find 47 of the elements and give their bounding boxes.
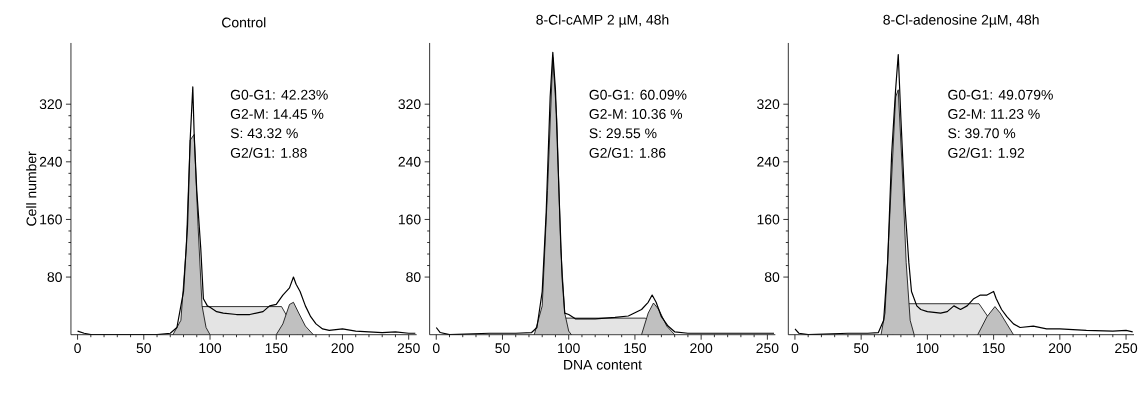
annotation: G2-M: 11.23 %	[948, 109, 1040, 120]
x-tick-label: 250	[1115, 343, 1138, 354]
chart-title: 8-Cl-adenosine 2µM, 48h	[883, 14, 1039, 28]
x-tick-label: 0	[791, 343, 799, 354]
chart-title: 8-Cl-cAMP 2 µM, 48h	[536, 14, 669, 28]
y-tick-label: 240	[757, 157, 780, 167]
x-tick-label: 150	[983, 343, 1005, 354]
chart-title: Control	[222, 17, 266, 28]
x-tick-label: 50	[853, 343, 869, 354]
x-tick-label: 150	[265, 343, 288, 354]
annotation: G2-M: 10.36 %	[589, 109, 683, 120]
x-tick-label: 200	[331, 343, 354, 354]
annotation: G2/G1: 1.86	[589, 147, 666, 159]
x-tick-label: 200	[690, 343, 713, 354]
x-axis-title: DNA content	[564, 360, 642, 370]
y-tick-label: 80	[47, 272, 62, 283]
y-tick-label: 320	[757, 99, 780, 110]
annotation: G0-G1: 42.23%	[230, 90, 328, 100]
y-tick-label: 240	[398, 157, 421, 167]
y-tick-label: 160	[757, 214, 780, 225]
x-tick-label: 50	[136, 343, 152, 354]
y-tick-label: 160	[398, 214, 421, 225]
x-tick-label: 250	[397, 343, 420, 354]
y-tick-label: 80	[764, 272, 780, 283]
annotation: S: 29.55 %	[589, 128, 657, 139]
annotation: S: 39.70 %	[948, 128, 1016, 139]
y-tick-label: 80	[406, 272, 421, 283]
annotation: G2-M: 14.45 %	[230, 109, 324, 120]
y-tick-label: 240	[39, 157, 62, 167]
x-tick-label: 250	[756, 343, 779, 354]
annotation: G2/G1: 1.92	[948, 147, 1025, 159]
x-tick-label: 100	[199, 343, 222, 354]
annotation: G0-G1: 60.09%	[589, 90, 687, 100]
annotation: G0-G1: 49.079%	[948, 90, 1053, 100]
y-tick-label: 320	[398, 99, 421, 110]
annotation: G2/G1: 1.88	[230, 147, 307, 159]
x-tick-label: 0	[432, 343, 440, 354]
y-axis-title: Cell number	[26, 151, 37, 226]
y-tick-label: 320	[39, 99, 62, 110]
x-tick-label: 150	[624, 343, 647, 354]
x-tick-label: 0	[74, 343, 81, 354]
x-tick-label: 100	[916, 343, 939, 354]
x-tick-label: 100	[558, 343, 580, 354]
annotation: S: 43.32 %	[230, 128, 298, 139]
y-tick-label: 160	[40, 214, 62, 225]
x-tick-label: 200	[1048, 343, 1071, 354]
x-tick-label: 50	[495, 343, 510, 354]
